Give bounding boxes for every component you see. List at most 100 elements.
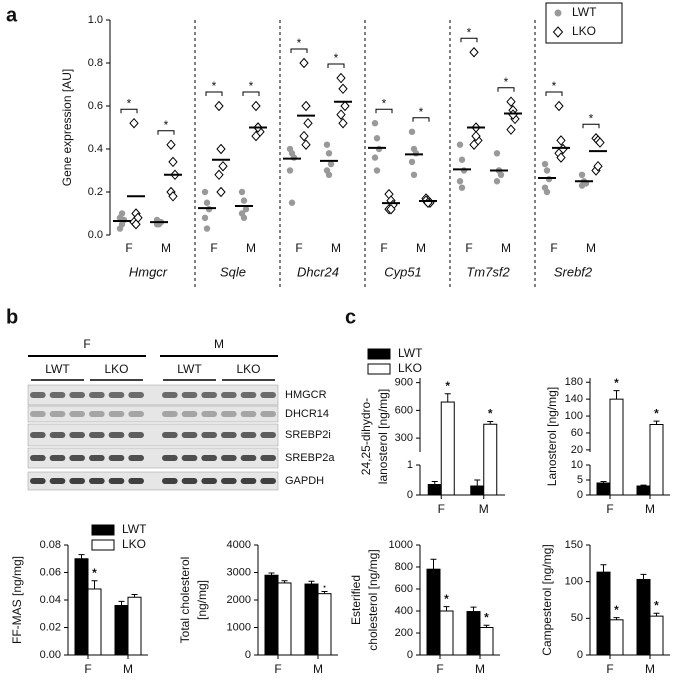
bar — [636, 578, 651, 656]
data-point — [493, 150, 501, 157]
data-point — [456, 141, 464, 148]
x-tick-label: M — [475, 662, 485, 676]
blot-band — [162, 455, 178, 461]
data-point — [131, 218, 141, 230]
x-tick-label: F — [606, 502, 613, 516]
blot-band — [69, 392, 85, 398]
blot-band — [89, 478, 105, 484]
blot-band — [30, 411, 46, 417]
x-tick-label: M — [645, 502, 655, 516]
data-point — [469, 139, 479, 150]
panel-label: a — [6, 4, 18, 26]
y-tick-label: 0 — [577, 489, 583, 501]
error-bar — [118, 600, 125, 606]
y-tick-label: 0.0 — [88, 229, 103, 241]
error-bar — [281, 580, 288, 583]
blot-band — [49, 411, 66, 417]
x-tick-label: M — [123, 662, 133, 676]
x-tick-label: F — [465, 241, 472, 255]
genotype-label: LWT — [177, 362, 202, 376]
bar — [479, 627, 494, 656]
y-tick-label: 180 — [565, 376, 583, 388]
data-point — [373, 167, 381, 174]
genotype-label: LKO — [236, 362, 260, 376]
blot-band — [221, 411, 237, 417]
data-point — [203, 199, 211, 206]
y-tick-label: 600 — [395, 583, 413, 595]
blot-band — [201, 392, 217, 398]
significance-label: * — [445, 379, 450, 393]
blot-band — [30, 432, 46, 438]
significance-label: * — [382, 96, 387, 110]
y-tick-label: 1000 — [389, 539, 413, 551]
blot-band — [49, 455, 66, 461]
x-tick-label: M — [645, 662, 655, 676]
data-point — [214, 100, 224, 112]
sex-label: F — [83, 337, 90, 351]
bar — [264, 574, 279, 656]
y-tick-label: 100 — [565, 576, 583, 588]
blot-band — [162, 411, 178, 417]
blot-strip — [27, 423, 279, 447]
data-point — [216, 143, 226, 155]
legend-label: LWT — [398, 346, 423, 360]
x-tick-label: F — [380, 241, 387, 255]
significance-label: * — [92, 566, 97, 580]
protein-label: SREBP2i — [285, 429, 331, 441]
blot-strip — [27, 384, 279, 406]
error-bar — [483, 624, 490, 628]
blot-band — [260, 478, 276, 484]
data-point — [554, 100, 564, 112]
blot-band — [49, 432, 66, 438]
significance-label: * — [444, 592, 449, 606]
blot-band — [69, 455, 85, 461]
data-point — [205, 206, 213, 213]
data-point — [216, 186, 226, 198]
blot-band — [221, 432, 237, 438]
legend-marker — [554, 9, 562, 17]
y-axis-label: Campesterol [ng/mg] — [540, 544, 554, 655]
blot-band — [89, 411, 105, 417]
data-point — [469, 46, 479, 58]
y-tick-label: 0 — [407, 489, 413, 501]
x-tick-label: F — [436, 662, 443, 676]
x-tick-label: F — [438, 502, 445, 516]
data-point — [242, 206, 250, 213]
error-bar — [430, 558, 437, 570]
x-tick-label: M — [161, 241, 171, 255]
data-point — [240, 214, 248, 221]
blot-band — [89, 432, 105, 438]
error-bar — [444, 393, 451, 403]
x-tick-label: F — [274, 662, 281, 676]
y-tick-label: 0.06 — [40, 566, 61, 578]
y-tick-label: 10 — [571, 459, 583, 471]
blot-band — [181, 392, 198, 398]
blot-band — [201, 411, 217, 417]
bar — [439, 610, 454, 656]
data-point — [373, 135, 381, 142]
blot-band — [181, 432, 198, 438]
error-bar — [487, 420, 494, 425]
y-axis-label: FF-MAS [ng/mg] — [10, 556, 24, 644]
bar — [649, 424, 664, 496]
y-tick-label: 3000 — [227, 566, 251, 578]
data-point — [471, 130, 481, 142]
y-tick-label: 600 — [395, 404, 413, 416]
data-point — [460, 167, 468, 174]
y-tick-label: 1000 — [227, 621, 251, 633]
blot-band — [260, 432, 276, 438]
x-tick-label: M — [246, 241, 256, 255]
significance-label: * — [654, 598, 659, 612]
blot-band — [49, 478, 66, 484]
blot-band — [108, 455, 125, 461]
y-tick-label: 200 — [395, 627, 413, 639]
data-point — [375, 145, 383, 153]
significance-bracket — [497, 87, 515, 92]
significance-bracket — [242, 91, 260, 96]
blot-band — [108, 432, 125, 438]
significance-label: * — [552, 79, 557, 93]
legend-label: LKO — [572, 24, 596, 38]
y-tick-label: 2000 — [227, 594, 251, 606]
error-bar — [474, 479, 481, 486]
